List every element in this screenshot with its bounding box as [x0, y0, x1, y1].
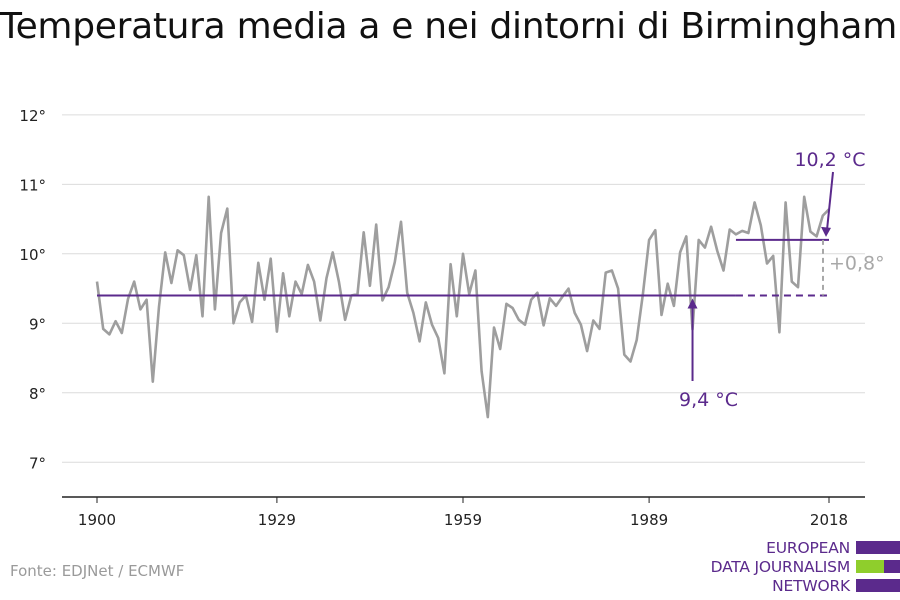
- y-tick-label: 9°: [29, 315, 46, 333]
- series-layer: [95, 195, 830, 419]
- temperature-series-line: [95, 195, 830, 419]
- x-tick-label: 1929: [258, 511, 296, 529]
- logo-line-2: DATA JOURNALISM: [710, 558, 851, 576]
- recent-arrow-head: [821, 226, 831, 237]
- recent-arrow-stem: [826, 171, 834, 231]
- logo-bar-split: [856, 560, 900, 573]
- y-tick-label: 11°: [19, 176, 46, 194]
- logo-line-3: NETWORK: [772, 577, 850, 595]
- source-note: Fonte: EDJNet / ECMWF: [10, 562, 185, 580]
- x-tick-label: 1959: [444, 511, 482, 529]
- gridlines: [62, 114, 865, 463]
- logo-line-1: EUROPEAN: [766, 539, 850, 557]
- difference-label: +0,8°: [829, 253, 885, 275]
- y-axis-tick-labels: 7° 8° 9° 10° 11° 12°: [19, 107, 46, 472]
- x-tick-label: 2018: [810, 511, 848, 529]
- annotations: +0,8° 9,4 °C 10,2 °C: [97, 149, 885, 411]
- baseline-arrow-head: [687, 298, 698, 309]
- x-tick-label: 1900: [78, 511, 116, 529]
- x-tick-label: 1989: [630, 511, 668, 529]
- y-tick-label: 7°: [29, 454, 46, 472]
- logo-bar-purple-top: [856, 541, 900, 554]
- y-tick-label: 8°: [29, 385, 46, 403]
- logo-bar-purple-bottom: [856, 579, 900, 592]
- baseline-value-label: 9,4 °C: [679, 389, 738, 411]
- x-axis-ticks: 1900 1929 1959 1989 2018: [78, 497, 848, 529]
- edjnet-logo: EUROPEAN DATA JOURNALISM NETWORK: [700, 538, 900, 600]
- chart-title: Temperatura media a e nei dintorni di Bi…: [0, 6, 897, 47]
- y-tick-label: 10°: [19, 246, 46, 264]
- recent-value-label: 10,2 °C: [794, 149, 865, 171]
- y-tick-label: 12°: [19, 107, 46, 125]
